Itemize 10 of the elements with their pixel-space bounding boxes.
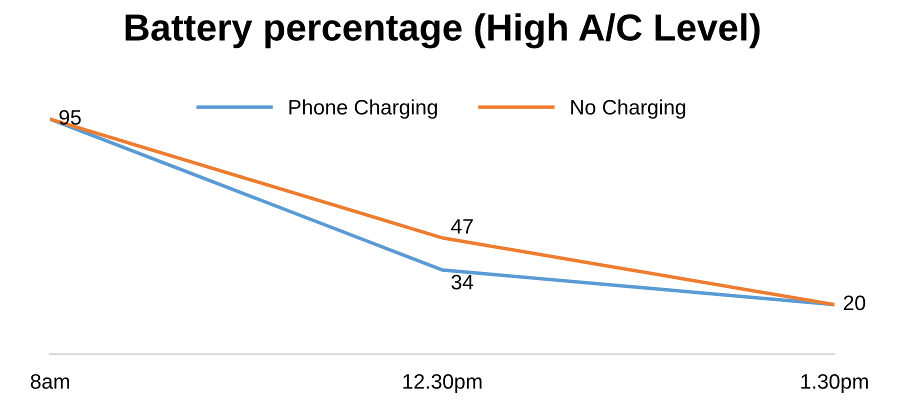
data-label: 20 xyxy=(844,295,866,310)
data-label: 95 xyxy=(59,110,81,125)
x-tick-label: 12.30pm xyxy=(403,374,482,393)
x-tick-label: 8am xyxy=(30,374,70,389)
legend-label: Phone Charging xyxy=(289,99,437,119)
x-tick-label: 1.30pm xyxy=(801,374,868,393)
legend-label: No Charging xyxy=(571,99,686,119)
data-label: 47 xyxy=(451,219,473,234)
chart-title: Battery percentage (High A/C Level) xyxy=(126,13,760,48)
data-label: 34 xyxy=(451,274,474,290)
